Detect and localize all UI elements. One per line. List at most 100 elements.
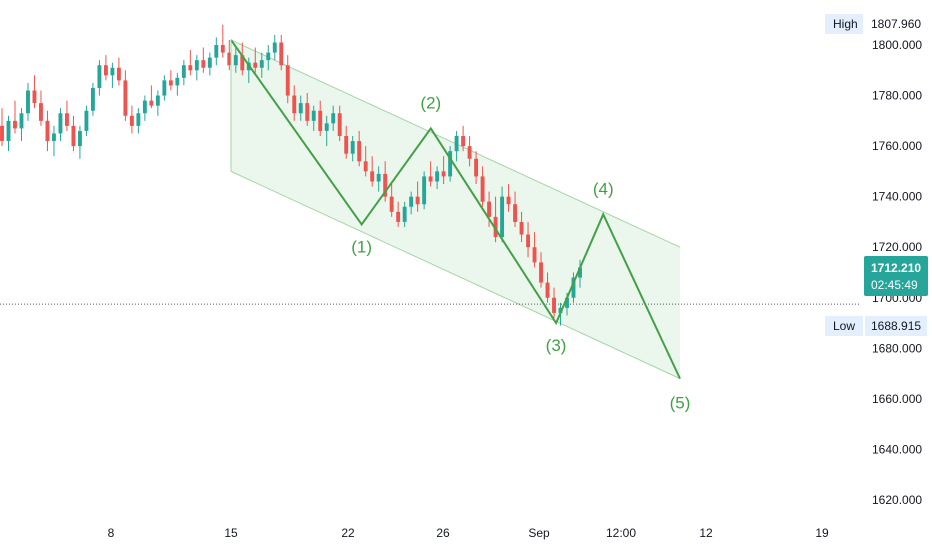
candle-body [513, 204, 518, 222]
candle-body [441, 171, 446, 177]
candle-body [136, 113, 141, 126]
candle-body [376, 173, 381, 182]
candle-body [220, 45, 225, 53]
candle-body [298, 103, 303, 114]
candle-body [500, 196, 505, 238]
candle-body [97, 65, 102, 88]
candle-body [110, 67, 115, 76]
candle-body [311, 110, 316, 121]
candle-body [194, 60, 199, 71]
candle-body [6, 120, 11, 142]
candle-body [506, 196, 511, 205]
candle-body [207, 57, 212, 68]
high-marker: High 1807.960 [825, 14, 921, 34]
y-tick-label: 1680.000 [872, 341, 922, 355]
candle-body [435, 171, 440, 182]
candle-body [532, 247, 537, 263]
x-tick-label: 8 [108, 526, 115, 540]
candle-body [188, 65, 193, 71]
candle-body [181, 65, 186, 78]
candle-body [279, 42, 284, 66]
candle-body [272, 42, 277, 53]
low-value-bg [865, 316, 927, 336]
candle-body [142, 100, 147, 114]
candle-body [357, 141, 362, 162]
candle-body [0, 125, 4, 142]
candle-body [292, 95, 297, 114]
candle-body [331, 113, 336, 124]
candle-body [77, 130, 82, 147]
candle-body [350, 141, 355, 154]
candle-body [487, 201, 492, 217]
wave-label-5: (5) [670, 394, 691, 413]
wave-label-2: (2) [420, 93, 441, 112]
candle-body [552, 297, 556, 313]
candle-body [402, 206, 407, 222]
x-tick-label: 12:00 [606, 526, 636, 540]
last-price-value: 1712.210 [871, 261, 921, 275]
candle-body [389, 196, 394, 212]
high-label: High [833, 17, 858, 31]
candle-body [45, 120, 50, 142]
y-tick-label: 1760.000 [872, 139, 922, 153]
candle-body [565, 297, 569, 308]
candle-body [39, 103, 43, 121]
x-tick-label: Sep [528, 526, 550, 540]
candle-body [13, 120, 17, 129]
candle-body [285, 65, 290, 96]
candle-body [266, 52, 271, 61]
candle-body [201, 60, 206, 68]
candle-body [422, 176, 427, 205]
candle-body [571, 277, 576, 298]
candle-body [539, 262, 543, 283]
last-price-tag: 1712.210 02:45:49 [864, 256, 928, 296]
candle-body [155, 95, 160, 106]
candle-body [90, 87, 95, 111]
candle-body [259, 60, 264, 68]
y-tick-label: 1620.000 [872, 493, 922, 507]
x-tick-label: 26 [436, 526, 450, 540]
wave-label-3: (3) [546, 336, 567, 355]
low-label-bg [825, 316, 863, 336]
low-value: 1688.915 [871, 319, 921, 333]
y-tick-label: 1720.000 [872, 240, 922, 254]
high-label-bg [825, 14, 863, 34]
y-tick-label: 1800.000 [872, 38, 922, 52]
candle-body [480, 176, 485, 202]
candle-body [448, 151, 453, 177]
low-marker: Low 1688.915 [825, 316, 927, 336]
candle-body [324, 123, 329, 131]
x-tick-label: 19 [815, 526, 829, 540]
candle-body [519, 221, 524, 235]
x-tick-label: 12 [699, 526, 713, 540]
candles-layer [0, 24, 582, 326]
channel-lower-line [230, 170, 681, 380]
candle-body [461, 135, 466, 147]
bar-countdown: 02:45:49 [871, 278, 918, 292]
candle-body [162, 80, 167, 96]
candle-body [149, 100, 154, 106]
candle-body [396, 211, 401, 222]
candle-body [233, 55, 238, 66]
candle-body [52, 133, 56, 142]
candle-body [227, 52, 232, 66]
candle-body [428, 176, 433, 182]
wave-label-1: (1) [351, 237, 372, 256]
candle-body [383, 173, 388, 197]
candle-body [337, 113, 342, 136]
low-label: Low [833, 319, 855, 333]
y-tick-label: 1740.000 [872, 190, 922, 204]
y-tick-label: 1660.000 [872, 392, 922, 406]
x-axis[interactable]: 8 15 22 26 Sep 12:00 12 19 [108, 526, 829, 540]
candle-body [19, 113, 24, 129]
x-tick-label: 22 [341, 526, 355, 540]
elliott-wave-line [230, 39, 681, 380]
candle-body [526, 234, 530, 248]
candle-body [116, 67, 121, 81]
y-axis[interactable]: 1620.0001640.0001660.0001680.0001700.000… [872, 38, 922, 507]
candle-body [370, 171, 375, 182]
candle-body [344, 135, 349, 154]
candle-body [240, 55, 245, 71]
last-price-tag-bg [864, 256, 928, 296]
